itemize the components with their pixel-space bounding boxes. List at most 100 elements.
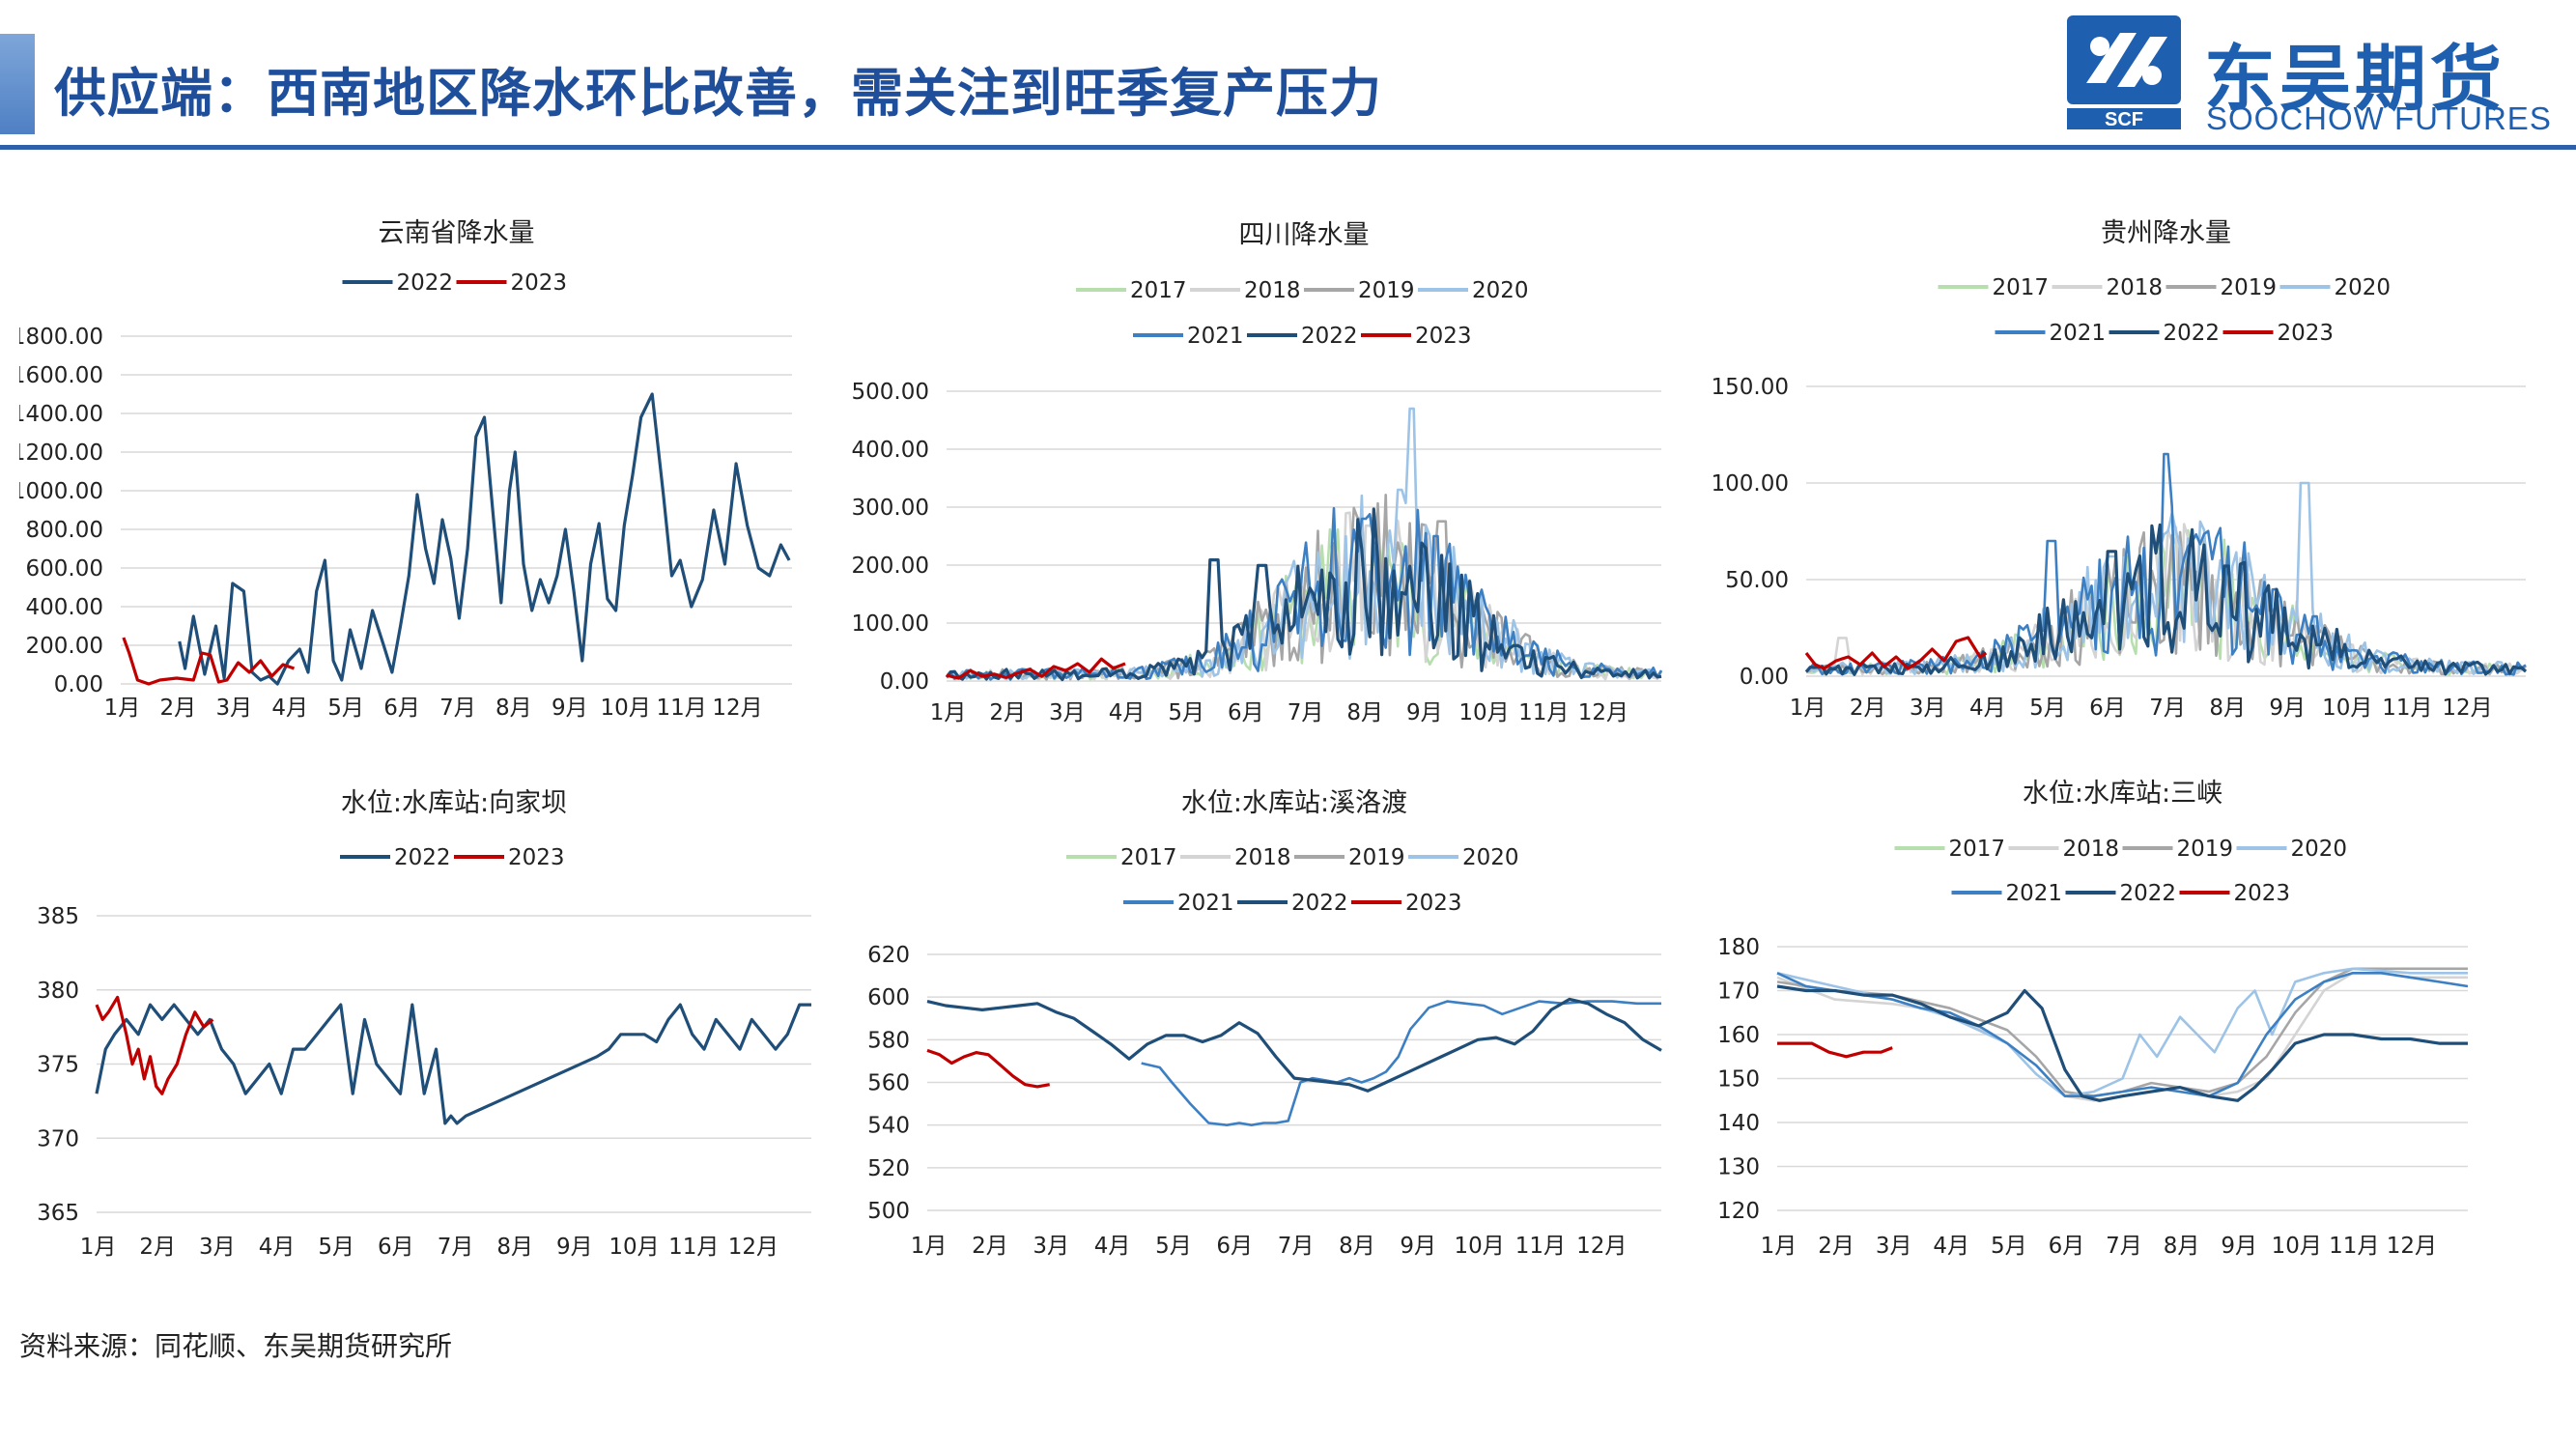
x-tick-label: 4月	[1094, 1234, 1131, 1259]
x-tick-label: 6月	[378, 1235, 414, 1260]
x-tick-label: 3月	[1033, 1234, 1069, 1259]
y-tick-label: 620	[867, 943, 910, 968]
legend-label-2022: 2022	[1301, 324, 1358, 349]
scf-logo-icon: SCF	[2067, 15, 2181, 129]
x-tick-label: 7月	[2149, 696, 2186, 721]
chart-title: 云南省降水量	[379, 218, 535, 248]
x-tick-label: 2月	[1850, 696, 1886, 721]
y-tick-label: 385	[37, 904, 79, 929]
x-tick-label: 9月	[552, 696, 588, 721]
x-tick-label: 6月	[2049, 1234, 2085, 1259]
x-tick-label: 7月	[2106, 1234, 2142, 1259]
series-line-2021	[1141, 1000, 1661, 1127]
legend-label-2023: 2023	[1415, 324, 1472, 349]
x-tick-label: 2月	[972, 1234, 1008, 1259]
y-tick-label: 380	[37, 979, 79, 1004]
legend-label-2017: 2017	[1949, 837, 2006, 862]
y-tick-label: 540	[867, 1114, 910, 1139]
y-tick-label: 150.00	[1712, 375, 1789, 400]
x-tick-label: 10月	[1458, 700, 1509, 725]
legend-label-2022: 2022	[2120, 881, 2177, 906]
x-tick-label: 12月	[728, 1235, 778, 1260]
y-tick-label: 150	[1717, 1067, 1760, 1093]
y-tick-label: 100.00	[852, 611, 929, 637]
x-tick-label: 10月	[609, 1235, 659, 1260]
y-tick-label: 200.00	[26, 634, 103, 659]
logo-chinese-name: 东吴期货	[2204, 38, 2505, 121]
series-line-2021	[1805, 452, 2527, 676]
y-tick-label: 1800.00	[19, 325, 103, 350]
series-line-2022	[926, 997, 1662, 1093]
x-tick-label: 10月	[2272, 1234, 2322, 1259]
legend-label-2018: 2018	[1244, 278, 1301, 303]
legend-label-2023: 2023	[2278, 321, 2335, 346]
x-tick-label: 5月	[2029, 696, 2066, 721]
x-tick-label: 3月	[1876, 1234, 1912, 1259]
x-tick-label: 6月	[383, 696, 420, 721]
x-tick-label: 1月	[1761, 1234, 1798, 1259]
legend-label-2019: 2019	[2177, 837, 2234, 862]
x-tick-label: 5月	[327, 696, 364, 721]
series-line-2023	[95, 995, 214, 1095]
x-tick-label: 4月	[271, 696, 308, 721]
y-tick-label: 180	[1717, 935, 1760, 960]
legend-label-2019: 2019	[2221, 275, 2278, 300]
legend-label-2019: 2019	[1358, 278, 1415, 303]
x-tick-label: 8月	[495, 696, 532, 721]
y-tick-label: 370	[37, 1126, 79, 1151]
y-tick-label: 50.00	[1725, 568, 1789, 593]
x-tick-label: 1月	[104, 696, 141, 721]
chart-sanxia-water-level: 水位:水库站:三峡 2017 2018 2019 2020 2021 2022 2023 120…	[1700, 763, 2550, 1275]
legend-label-2017: 2017	[1993, 275, 2050, 300]
x-tick-label: 9月	[1400, 1234, 1436, 1259]
title-accent-bar	[0, 34, 35, 134]
x-tick-label: 6月	[1216, 1234, 1253, 1259]
x-tick-label: 9月	[1406, 700, 1443, 725]
y-tick-label: 0.00	[1740, 665, 1789, 690]
series-line-2022	[1776, 984, 2468, 1102]
y-tick-label: 0.00	[54, 672, 103, 697]
series-line-2023	[122, 637, 296, 686]
y-tick-label: 1000.00	[19, 479, 103, 504]
legend-label-2023: 2023	[1405, 891, 1462, 916]
y-tick-label: 160	[1717, 1023, 1760, 1048]
y-tick-label: 300.00	[852, 496, 929, 521]
page-title: 供应端：西南地区降水环比改善，需关注到旺季复产压力	[54, 63, 1382, 124]
x-tick-label: 9月	[2269, 696, 2306, 721]
y-tick-label: 200.00	[852, 554, 929, 579]
chart-title: 水位:水库站:向家坝	[341, 788, 567, 818]
chart-title: 四川降水量	[1239, 220, 1370, 250]
x-tick-label: 12月	[1576, 1234, 1627, 1259]
y-tick-label: 580	[867, 1028, 910, 1053]
x-tick-label: 3月	[199, 1235, 236, 1260]
x-tick-label: 2月	[139, 1235, 176, 1260]
x-tick-label: 12月	[1578, 700, 1628, 725]
legend-label-2017: 2017	[1130, 278, 1187, 303]
y-tick-label: 500	[867, 1199, 910, 1224]
legend-label-2018: 2018	[2063, 837, 2120, 862]
x-tick-label: 11月	[656, 696, 706, 721]
x-tick-label: 3月	[215, 696, 252, 721]
x-tick-label: 7月	[1288, 700, 1324, 725]
y-tick-label: 140	[1717, 1111, 1760, 1136]
y-tick-label: 170	[1717, 980, 1760, 1005]
legend-label-2018: 2018	[1234, 845, 1291, 870]
logo-mark-text: SCF	[2105, 109, 2143, 129]
legend-label-2022: 2022	[394, 845, 451, 870]
x-tick-label: 4月	[1109, 700, 1146, 725]
x-tick-label: 11月	[2382, 696, 2432, 721]
series-line-2021	[946, 506, 1663, 681]
legend-label-2022: 2022	[2164, 321, 2221, 346]
x-tick-label: 5月	[1155, 1234, 1192, 1259]
x-tick-label: 4月	[1933, 1234, 1969, 1259]
x-tick-label: 8月	[2209, 696, 2246, 721]
y-tick-label: 0.00	[880, 669, 929, 695]
x-tick-label: 5月	[1991, 1234, 2027, 1259]
x-tick-label: 3月	[1049, 700, 1086, 725]
y-tick-label: 500.00	[852, 380, 929, 405]
legend-label-2023: 2023	[508, 845, 565, 870]
x-tick-label: 11月	[1515, 1234, 1566, 1259]
chart-xiluodu-water-level: 水位:水库站:溪洛渡 2017 2018 2019 2020 2021 2022 2023 50…	[850, 763, 1681, 1275]
x-tick-label: 8月	[2164, 1234, 2200, 1259]
data-source-note: 资料来源：同花顺、东吴期货研究所	[19, 1330, 453, 1362]
